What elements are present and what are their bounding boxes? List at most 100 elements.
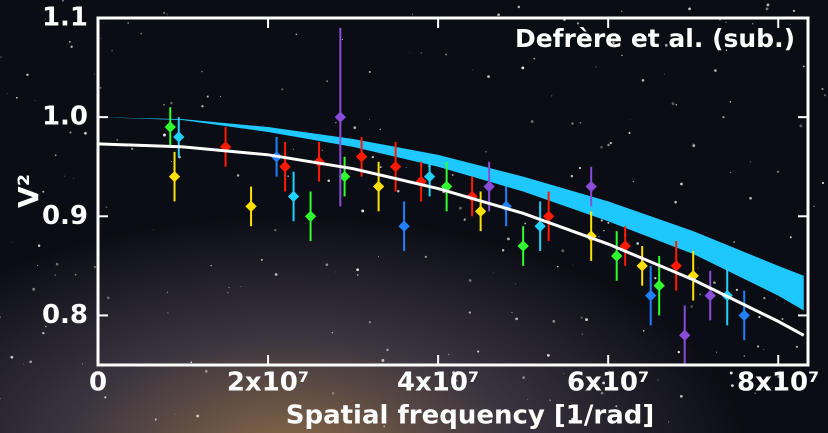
x-axis-label: Spatial frequency [1/rad] (286, 401, 655, 431)
star (344, 415, 347, 419)
star (581, 333, 584, 335)
star (105, 206, 108, 209)
star (675, 104, 678, 106)
star (754, 392, 756, 395)
star (240, 286, 242, 287)
star (295, 420, 299, 423)
star (74, 273, 77, 276)
point (355, 151, 368, 163)
star (451, 174, 454, 177)
star (546, 43, 548, 45)
star (485, 151, 487, 153)
point (474, 205, 487, 217)
x-tick-label: 2x10⁷ (227, 368, 309, 398)
x-tick-label: 0 (89, 368, 107, 398)
star (765, 7, 769, 11)
star (521, 66, 525, 70)
star (342, 135, 343, 137)
star (609, 141, 612, 145)
star (636, 242, 639, 245)
star (335, 122, 337, 124)
star (61, 0, 65, 2)
star (783, 302, 785, 304)
star (66, 46, 67, 48)
star (749, 161, 752, 163)
star (405, 167, 407, 169)
star (292, 148, 294, 150)
star (368, 321, 371, 324)
star (680, 182, 683, 186)
star (497, 13, 500, 17)
star (600, 145, 603, 149)
star (599, 388, 600, 390)
star (664, 73, 666, 75)
star (369, 118, 371, 120)
star (603, 379, 605, 381)
star (792, 9, 796, 13)
star (629, 118, 631, 120)
star (585, 318, 588, 322)
star (327, 179, 330, 182)
star (397, 190, 400, 193)
star (162, 133, 166, 137)
star (802, 65, 805, 68)
star (621, 54, 623, 57)
star (331, 331, 334, 334)
star (0, 56, 2, 58)
star (664, 43, 668, 47)
star (379, 166, 382, 169)
star (628, 131, 631, 135)
star (81, 363, 84, 365)
point (304, 210, 317, 222)
star (55, 262, 59, 266)
star (790, 24, 791, 25)
point (636, 260, 648, 272)
star (821, 181, 825, 185)
star (501, 249, 505, 252)
star (546, 353, 550, 357)
star (163, 103, 165, 106)
point (585, 180, 597, 193)
star (447, 353, 450, 356)
point (670, 260, 682, 272)
star (524, 222, 527, 225)
star (116, 139, 119, 141)
star (34, 99, 36, 101)
star (204, 370, 208, 373)
star (572, 264, 574, 266)
star (612, 41, 615, 44)
star (493, 272, 494, 274)
star (93, 265, 97, 269)
star (163, 12, 166, 14)
star (10, 355, 14, 359)
star (729, 371, 733, 375)
star (325, 263, 329, 266)
star (174, 413, 176, 415)
star (563, 373, 565, 375)
star (725, 49, 728, 51)
star (749, 196, 752, 200)
star (458, 206, 462, 210)
star (657, 379, 659, 381)
star (813, 205, 815, 208)
point (398, 220, 410, 232)
star (607, 221, 610, 224)
star (552, 320, 556, 323)
star (679, 394, 683, 398)
plot (97, 27, 805, 365)
x-tick-label: 4x10⁷ (397, 368, 479, 398)
star (533, 57, 536, 60)
point (279, 161, 291, 173)
star (37, 264, 39, 267)
y-tick-label: 0.8 (42, 300, 88, 330)
star (722, 116, 725, 119)
star (731, 384, 734, 387)
star (472, 69, 474, 71)
star (743, 355, 745, 357)
star (579, 121, 582, 124)
point (679, 329, 691, 341)
star (795, 345, 798, 348)
star (654, 277, 657, 280)
star (42, 190, 45, 193)
